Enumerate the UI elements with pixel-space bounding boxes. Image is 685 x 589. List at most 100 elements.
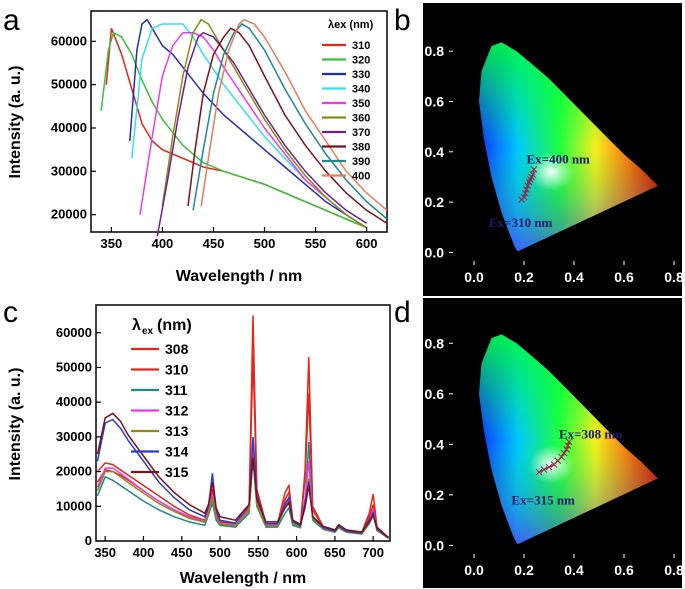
panel-a-series-320 — [100, 31, 367, 229]
panel-a-xtick-label: 350 — [101, 236, 123, 251]
panel-c-ytick-label: 30000 — [56, 429, 92, 444]
panel-d-cie-diagram: 0.0 0.2 0.4 0.6 0.8 0.0 0.2 0.4 0.6 0.8 Ex=308 nm E… — [423, 298, 684, 588]
panel-c-ylabel: Intensity (a. u.) — [7, 368, 24, 481]
panel-d-point — [565, 438, 573, 446]
panel-a-legend-label-360: 360 — [352, 113, 370, 125]
panel-b-ytick-label: 0.4 — [425, 144, 445, 160]
panel-b-point — [521, 189, 529, 197]
panel-c-legend: 308 310 311 312 313 314 315 — [131, 341, 189, 480]
panel-c-ytick-label: 10000 — [56, 498, 92, 513]
panel-c-xtick-label: 350 — [94, 545, 116, 560]
panel-c-legend-label-308: 308 — [165, 341, 189, 357]
panel-d-plot: 0.0 0.2 0.4 0.6 0.8 0.0 0.2 0.4 0.6 0.8 Ex=308 nm E… — [425, 334, 684, 578]
panel-b-ytick-label: 0.0 — [425, 244, 445, 260]
panel-a-series-350 — [139, 31, 368, 229]
panel-a-series-370 — [156, 31, 368, 237]
panel-a-frame — [90, 10, 388, 233]
panel-b-xtick-label: 0.8 — [664, 269, 684, 285]
panel-a-xtick-label: 550 — [305, 236, 327, 251]
panel-b-annotation-1: Ex=400 nm — [527, 151, 591, 166]
panel-c-ytick-label: 40000 — [56, 394, 92, 409]
panel-a-legend-label-390: 390 — [352, 156, 370, 168]
panel-a-ylabel: Intensity (a. u.) — [7, 66, 24, 179]
panel-a-legend-label-330: 330 — [352, 69, 370, 81]
panel-b-point — [529, 171, 537, 178]
panel-a-xtick-label: 600 — [356, 236, 378, 251]
panel-b-xtick-label: 0.2 — [514, 269, 534, 285]
panel-b-gamut-shade — [479, 42, 658, 252]
panel-d-xtick-label: 0.6 — [614, 562, 634, 578]
panel-b-point — [523, 186, 530, 193]
panel-b-point — [520, 193, 528, 201]
panel-b-white-point — [529, 152, 574, 192]
panel-label-c: c — [3, 296, 18, 329]
panel-d-annotation-2: Ex=315 nm — [512, 493, 576, 508]
panel-d-point — [564, 442, 572, 449]
panel-a-xtick-label: 500 — [254, 236, 276, 251]
panel-c-series-315 — [96, 412, 389, 539]
panel-d-xtick-label: 0.0 — [464, 562, 484, 578]
panel-a-ytick-label: 40000 — [51, 120, 87, 135]
panel-d-point — [560, 449, 568, 457]
panel-d-point — [558, 453, 565, 461]
panel-c-ytick-label: 0 — [85, 533, 92, 548]
panel-d-ytick-label: 0.2 — [425, 487, 445, 503]
panel-c-legend-label-311: 311 — [165, 382, 188, 398]
panel-b-xtick-label: 0.4 — [564, 269, 584, 285]
panel-a-legend-label-320: 320 — [352, 55, 370, 67]
panel-c-xtick-label: 500 — [209, 545, 231, 560]
panel-a-ytick-label: 30000 — [51, 163, 87, 178]
panel-d-xtick-label: 0.4 — [564, 562, 584, 578]
panel-b-plot: 0.0 0.2 0.4 0.6 0.8 0.0 0.2 0.4 0.6 0.8 Ex=400 nm E… — [425, 42, 684, 285]
panel-c-legend-unit: (nm) — [157, 317, 192, 334]
panel-label-d: d — [394, 296, 411, 329]
panel-b-xtick-label: 0.0 — [464, 269, 484, 285]
panel-b-cie-diagram: 0.0 0.2 0.4 0.6 0.8 0.0 0.2 0.4 0.6 0.8 Ex=400 nm E… — [423, 3, 684, 296]
panel-c-xtick-label: 700 — [362, 545, 384, 560]
panel-a-series-360 — [161, 18, 368, 229]
panel-c-xtick-label: 450 — [171, 545, 193, 560]
panel-a-legend-label-400: 400 — [352, 171, 370, 183]
panel-a-ticks: 350 400 450 500 550 600 20000 30000 40000 50000 60… — [51, 33, 378, 251]
panel-c-legend-sub: ex — [142, 326, 154, 337]
panel-b-ytick-label: 0.2 — [425, 194, 445, 210]
panel-c-xtick-label: 550 — [247, 545, 269, 560]
panel-c-ytick-label: 50000 — [56, 359, 92, 374]
panel-a-legend-label-340: 340 — [352, 84, 370, 96]
panel-d-xtick-label: 0.8 — [664, 562, 684, 578]
panel-a-ytick-label: 50000 — [51, 77, 87, 92]
panel-c-legend-label-312: 312 — [165, 403, 189, 419]
panel-a-legend-title: λex (nm) — [328, 19, 374, 31]
panel-c-xtick-label: 400 — [133, 545, 155, 560]
panel-a-legend: 310 320 330 340 350 360 370 380 390 400 — [322, 40, 370, 183]
panel-a-legend-label-350: 350 — [352, 98, 370, 110]
panel-b-ytick-label: 0.8 — [425, 43, 445, 59]
panel-c-legend-label-315: 315 — [165, 464, 189, 480]
panel-a-series-380 — [187, 27, 388, 224]
panel-c-legend-label-310: 310 — [165, 362, 189, 378]
panel-a-xlabel: Wavelength / nm — [176, 268, 303, 285]
panel-b-point — [524, 182, 532, 190]
panel-d-point — [563, 446, 570, 453]
panel-c-xtick-label: 600 — [286, 545, 308, 560]
panel-c-legend-label-313: 313 — [165, 423, 189, 439]
panel-label-b: b — [394, 4, 411, 37]
panel-c-series-313 — [96, 457, 389, 539]
panel-d-xtick-label: 0.2 — [514, 562, 534, 578]
panel-d-point — [540, 466, 548, 473]
panel-b-point — [530, 166, 538, 173]
panel-a-ytick-label: 20000 — [51, 207, 87, 222]
panel-d-ytick-label: 0.6 — [425, 386, 445, 402]
panel-a-chart: 350 400 450 500 550 600 20000 30000 40000 50000 60… — [7, 10, 388, 285]
panel-d-ytick-label: 0.0 — [425, 537, 445, 553]
panel-c-series — [96, 315, 390, 539]
panel-a-series — [100, 18, 388, 237]
panel-a-legend-label-370: 370 — [352, 127, 370, 139]
panel-a-ytick-label: 60000 — [51, 33, 87, 48]
panel-a-legend-label-380: 380 — [352, 142, 370, 154]
panel-b-annotation-2: Ex=310 nm — [489, 215, 553, 230]
panel-c-xlabel: Wavelength / nm — [180, 570, 307, 587]
panel-d-point — [535, 468, 543, 476]
panel-c-frame — [95, 304, 391, 542]
